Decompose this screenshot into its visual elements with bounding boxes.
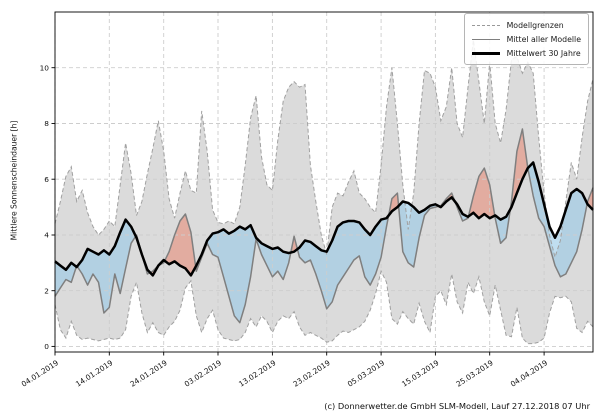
gray-line-icon bbox=[471, 38, 500, 40]
svg-text:04.04.2019: 04.04.2019 bbox=[509, 358, 550, 389]
svg-text:15.03.2019: 15.03.2019 bbox=[400, 358, 441, 389]
legend-label: Modellgrenzen bbox=[506, 20, 564, 30]
legend-entry-mittel-aller-modelle: Mittel aller Modelle bbox=[471, 32, 581, 46]
legend-label: Mittel aller Modelle bbox=[506, 34, 581, 44]
svg-text:25.03.2019: 25.03.2019 bbox=[454, 358, 495, 389]
svg-text:4: 4 bbox=[44, 231, 49, 240]
legend-entry-mittelwert-30-jahre: Mittelwert 30 Jahre bbox=[471, 46, 581, 60]
svg-text:13.02.2019: 13.02.2019 bbox=[237, 358, 278, 389]
svg-text:04.01.2019: 04.01.2019 bbox=[20, 358, 61, 389]
svg-text:23.02.2019: 23.02.2019 bbox=[291, 358, 332, 389]
model-range-lower-line bbox=[54, 269, 594, 345]
legend: Modellgrenzen Mittel aller Modelle Mitte… bbox=[463, 13, 589, 65]
legend-entry-modellgrenzen: Modellgrenzen bbox=[471, 18, 581, 32]
svg-text:2: 2 bbox=[44, 286, 49, 295]
svg-text:24.01.2019: 24.01.2019 bbox=[128, 358, 169, 389]
svg-text:10: 10 bbox=[40, 63, 50, 72]
svg-text:05.03.2019: 05.03.2019 bbox=[346, 358, 387, 389]
below-normal-fill bbox=[55, 162, 588, 323]
axis-ticks bbox=[51, 67, 545, 356]
copyright-caption: (c) Donnerwetter.de GmbH SLM-Modell, Lau… bbox=[324, 401, 590, 411]
legend-label: Mittelwert 30 Jahre bbox=[506, 48, 581, 58]
svg-text:03.02.2019: 03.02.2019 bbox=[183, 358, 224, 389]
svg-text:6: 6 bbox=[44, 175, 49, 184]
svg-text:0: 0 bbox=[44, 342, 49, 351]
svg-text:8: 8 bbox=[44, 119, 49, 128]
gridlines bbox=[54, 12, 593, 352]
model-range-upper-line bbox=[54, 39, 594, 260]
svg-text:14.01.2019: 14.01.2019 bbox=[74, 358, 115, 389]
climate-mean-line bbox=[54, 161, 594, 277]
plot-border bbox=[54, 11, 594, 353]
black-line-icon bbox=[471, 51, 500, 55]
dashed-line-icon bbox=[471, 24, 500, 26]
y-axis-label: Mittlere Sonnenscheindauer [h] bbox=[9, 120, 19, 241]
